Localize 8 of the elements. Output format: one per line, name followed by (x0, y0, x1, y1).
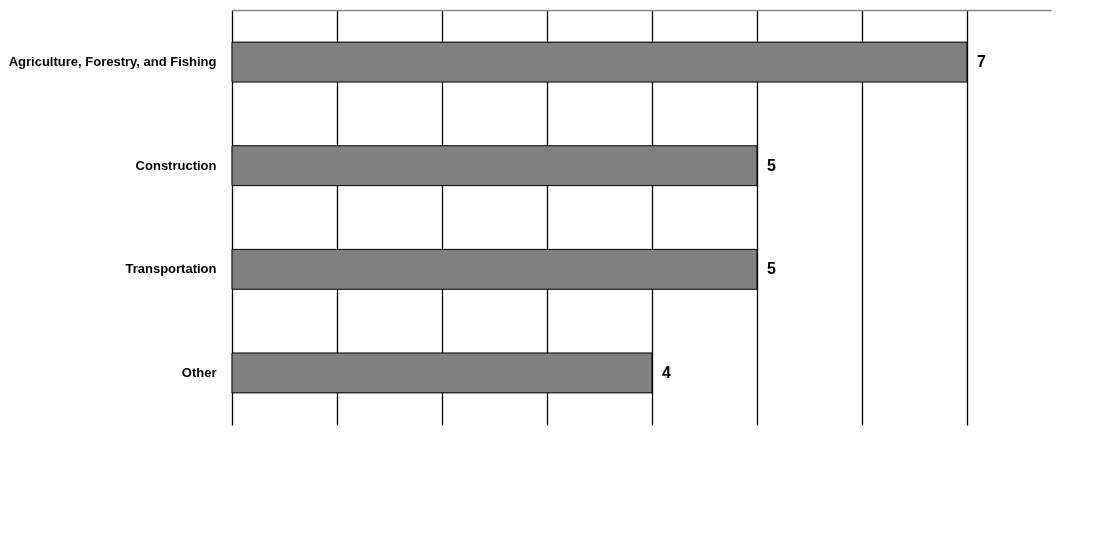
data-label: 5 (767, 260, 776, 278)
data-label: 4 (662, 363, 671, 381)
y-tick-label: Other (181, 364, 217, 380)
y-tick-label: Agriculture, Forestry, and Fishing (8, 54, 217, 70)
data-label: 7 (977, 53, 986, 71)
y-tick-label: Construction (135, 157, 217, 173)
y-tick-label: Transportation (125, 261, 217, 277)
data-label: 5 (767, 156, 776, 174)
